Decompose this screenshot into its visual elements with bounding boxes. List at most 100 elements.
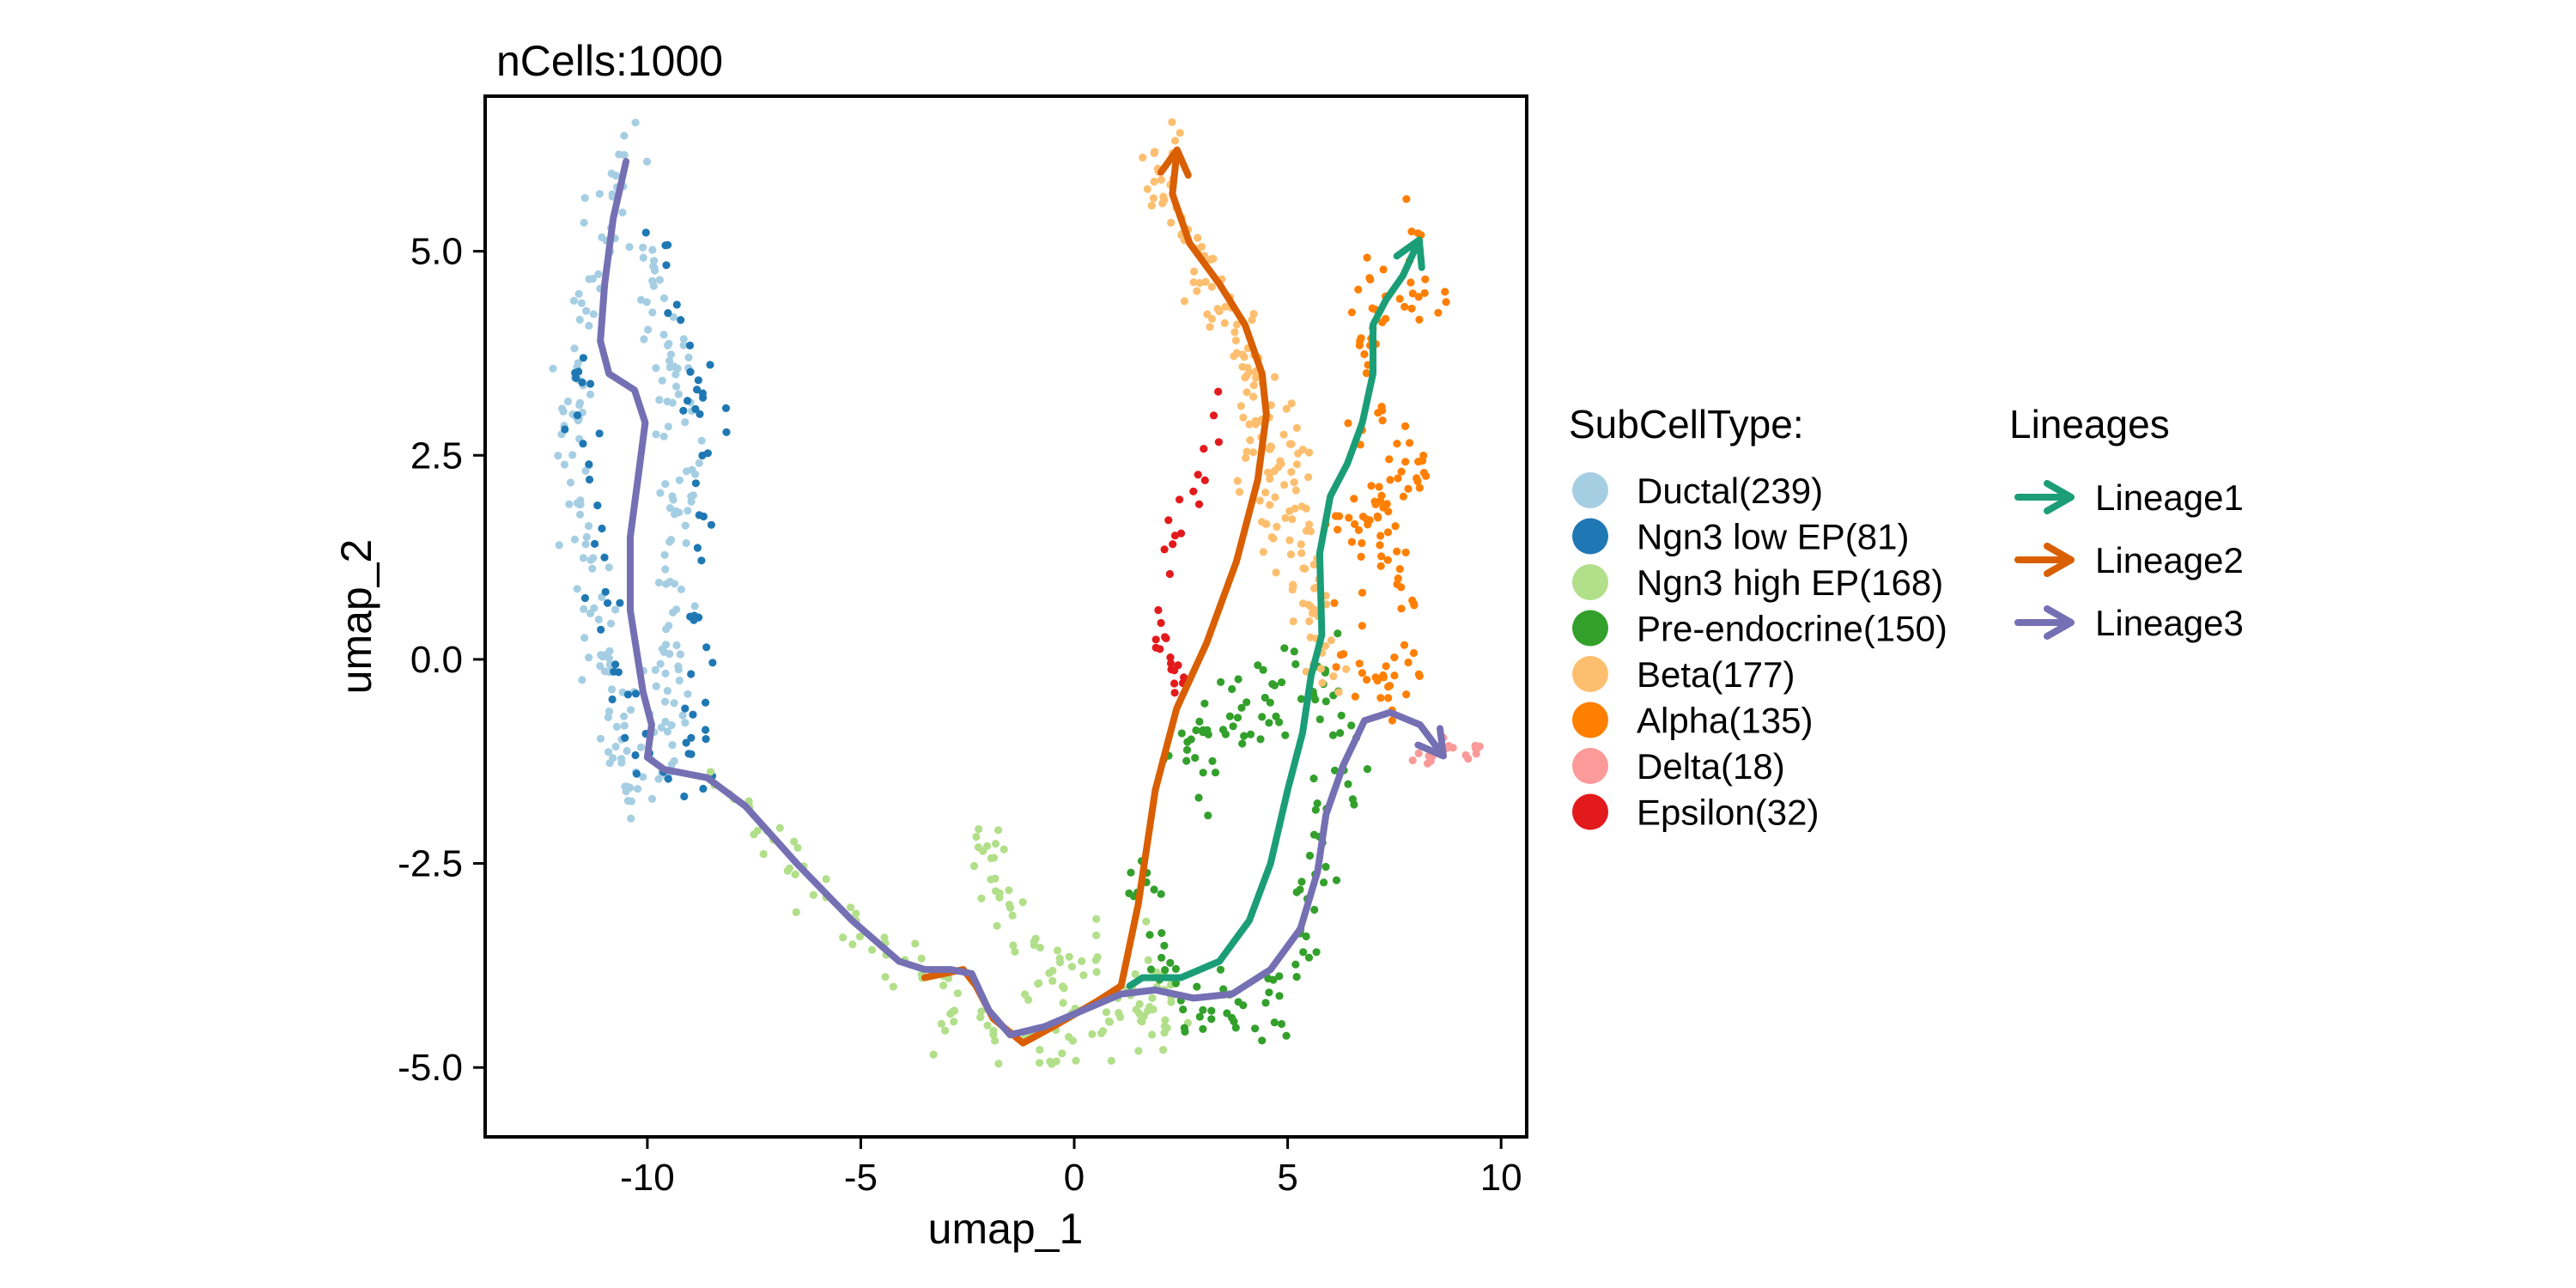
- data-point: [581, 540, 590, 549]
- data-point: [1055, 954, 1064, 963]
- data-point: [615, 150, 623, 159]
- data-point: [1290, 478, 1298, 487]
- data-point: [1302, 932, 1310, 941]
- data-point: [612, 722, 621, 732]
- legend-label: Pre-endocrine(150): [1637, 609, 1947, 649]
- data-point: [881, 973, 890, 981]
- data-point: [665, 363, 674, 372]
- data-point: [1048, 966, 1057, 975]
- data-point: [1258, 713, 1267, 721]
- data-point: [1203, 726, 1212, 734]
- data-point: [1235, 488, 1244, 496]
- data-point: [1368, 304, 1376, 313]
- data-point: [1376, 532, 1385, 540]
- data-point: [660, 550, 669, 559]
- data-point: [1194, 500, 1204, 508]
- data-point: [665, 538, 674, 546]
- data-point: [994, 826, 1003, 835]
- legend-label: Ngn3 low EP(81): [1637, 517, 1909, 557]
- data-point: [662, 261, 671, 270]
- data-point: [1018, 898, 1027, 907]
- data-point: [1288, 515, 1297, 524]
- data-point: [698, 389, 708, 398]
- data-point: [683, 507, 692, 515]
- data-point: [1228, 1013, 1236, 1022]
- data-point: [1320, 878, 1328, 887]
- data-point: [1281, 731, 1290, 739]
- data-point: [560, 460, 569, 469]
- data-point: [1391, 522, 1400, 531]
- data-point: [1194, 234, 1202, 242]
- data-point: [594, 270, 603, 278]
- data-point: [620, 712, 629, 720]
- data-point: [637, 295, 646, 304]
- data-point: [623, 690, 633, 699]
- data-point: [1281, 513, 1290, 522]
- data-point: [668, 741, 677, 750]
- data-point: [1030, 938, 1038, 946]
- data-point: [675, 476, 684, 484]
- data-point: [661, 565, 670, 574]
- legend-label: Ngn3 high EP(168): [1637, 562, 1943, 603]
- x-axis-title: umap_1: [928, 1205, 1084, 1253]
- data-point: [1358, 669, 1366, 677]
- data-point: [1386, 476, 1394, 484]
- data-point: [561, 425, 569, 434]
- data-point: [686, 368, 695, 376]
- data-point: [1309, 560, 1318, 569]
- data-point: [983, 841, 992, 851]
- data-point: [1194, 471, 1202, 479]
- data-point: [577, 299, 586, 307]
- data-point: [655, 276, 665, 284]
- data-point: [1116, 1012, 1125, 1022]
- data-point: [1142, 917, 1151, 926]
- data-point: [606, 619, 616, 628]
- data-point: [1151, 635, 1160, 644]
- data-point: [1166, 653, 1175, 662]
- data-point: [1091, 956, 1100, 964]
- data-point: [1259, 665, 1267, 674]
- data-point: [1379, 265, 1388, 274]
- data-point: [679, 335, 688, 343]
- data-point: [1363, 765, 1372, 774]
- data-point: [1098, 1027, 1108, 1036]
- data-point: [1275, 992, 1284, 1000]
- data-point: [689, 710, 697, 719]
- data-point: [558, 404, 567, 413]
- data-point: [1394, 474, 1402, 483]
- data-point: [618, 208, 627, 217]
- data-point: [1170, 137, 1180, 145]
- legend-label: Ductal(239): [1637, 471, 1823, 511]
- data-point: [569, 296, 579, 305]
- data-point: [1376, 694, 1385, 702]
- data-point: [647, 794, 657, 804]
- data-point: [664, 309, 672, 318]
- data-point: [1267, 442, 1275, 451]
- data-point: [1256, 735, 1265, 744]
- data-point: [1345, 513, 1353, 522]
- data-point: [1060, 984, 1068, 993]
- data-point: [976, 1013, 985, 1022]
- data-point: [1195, 717, 1204, 726]
- data-point: [679, 341, 688, 349]
- data-point: [1194, 793, 1203, 802]
- data-point: [1249, 392, 1258, 401]
- y-axis-title: umap_2: [332, 539, 380, 695]
- data-point: [609, 754, 617, 762]
- data-point: [1219, 985, 1228, 993]
- data-point: [1393, 580, 1401, 589]
- data-point: [1195, 1012, 1204, 1021]
- data-point: [665, 356, 674, 365]
- legend-label: Lineage3: [2095, 603, 2244, 643]
- data-point: [1161, 633, 1170, 641]
- data-point: [585, 321, 593, 330]
- data-point: [1365, 274, 1374, 283]
- data-point: [1180, 1024, 1188, 1032]
- data-point: [775, 823, 784, 832]
- legend-key: [1572, 656, 1608, 692]
- data-point: [969, 861, 979, 871]
- data-point: [1321, 697, 1330, 706]
- data-point: [664, 341, 672, 349]
- data-point: [611, 660, 620, 669]
- data-point: [1370, 497, 1379, 506]
